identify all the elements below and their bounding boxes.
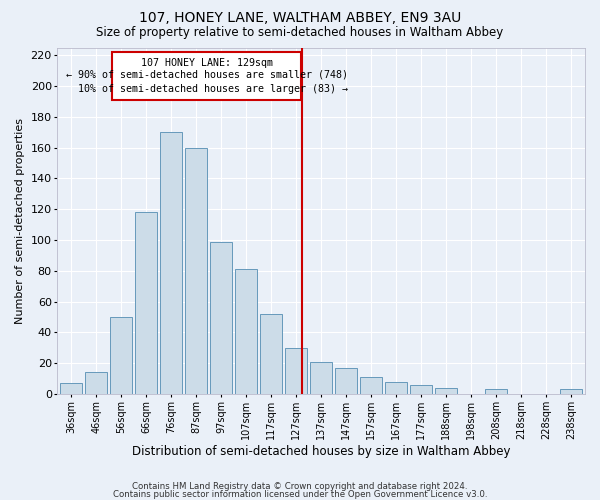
- FancyBboxPatch shape: [112, 52, 301, 100]
- Bar: [135, 212, 157, 394]
- Bar: [235, 270, 257, 394]
- Bar: [360, 377, 382, 394]
- Bar: [335, 368, 358, 394]
- Text: Contains HM Land Registry data © Crown copyright and database right 2024.: Contains HM Land Registry data © Crown c…: [132, 482, 468, 491]
- Bar: [260, 314, 283, 394]
- Text: 10% of semi-detached houses are larger (83) →: 10% of semi-detached houses are larger (…: [66, 84, 348, 94]
- Bar: [310, 362, 332, 394]
- Bar: [185, 148, 208, 394]
- Bar: [485, 390, 508, 394]
- Bar: [435, 388, 457, 394]
- Bar: [85, 372, 107, 394]
- Text: 107 HONEY LANE: 129sqm: 107 HONEY LANE: 129sqm: [141, 58, 273, 68]
- X-axis label: Distribution of semi-detached houses by size in Waltham Abbey: Distribution of semi-detached houses by …: [132, 444, 511, 458]
- Bar: [210, 242, 232, 394]
- Bar: [110, 317, 133, 394]
- Bar: [410, 385, 433, 394]
- Text: 107, HONEY LANE, WALTHAM ABBEY, EN9 3AU: 107, HONEY LANE, WALTHAM ABBEY, EN9 3AU: [139, 12, 461, 26]
- Y-axis label: Number of semi-detached properties: Number of semi-detached properties: [15, 118, 25, 324]
- Bar: [160, 132, 182, 394]
- Text: Contains public sector information licensed under the Open Government Licence v3: Contains public sector information licen…: [113, 490, 487, 499]
- Bar: [385, 382, 407, 394]
- Bar: [285, 348, 307, 394]
- Text: Size of property relative to semi-detached houses in Waltham Abbey: Size of property relative to semi-detach…: [97, 26, 503, 39]
- Bar: [560, 390, 583, 394]
- Bar: [60, 383, 82, 394]
- Text: ← 90% of semi-detached houses are smaller (748): ← 90% of semi-detached houses are smalle…: [66, 70, 348, 80]
